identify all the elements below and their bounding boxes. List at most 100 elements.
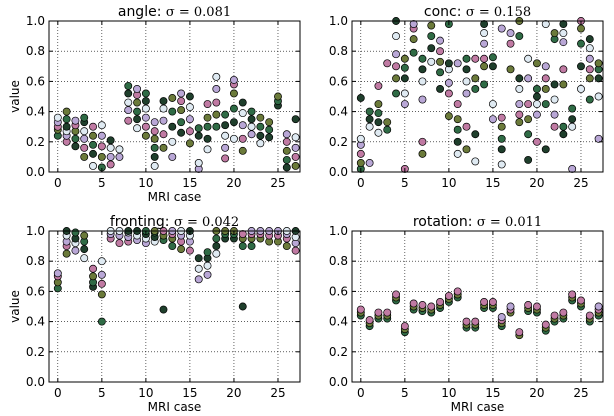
data-point xyxy=(212,242,221,251)
x-tick-label: 15 xyxy=(182,386,197,400)
data-point xyxy=(594,302,603,311)
data-point xyxy=(427,21,436,30)
x-tick-label: 0 xyxy=(54,176,62,190)
data-point xyxy=(282,155,291,164)
data-point xyxy=(462,89,471,98)
data-point xyxy=(133,124,142,133)
data-point xyxy=(115,152,124,161)
data-point xyxy=(141,104,150,113)
x-tick-label: 5 xyxy=(401,386,409,400)
data-point xyxy=(106,143,115,152)
x-tick-label: 5 xyxy=(98,176,106,190)
panel-angle: 0 5 10 15 20 25 0.0 0.2 0.4 0.6 0.8 1.0 angle: σ = 0… xyxy=(8,4,301,204)
data-point xyxy=(89,264,97,273)
data-point xyxy=(159,116,168,125)
data-point xyxy=(559,29,568,38)
panel-title: rotation: σ = 0.011 xyxy=(413,214,542,230)
data-point xyxy=(212,98,221,107)
data-point xyxy=(150,127,159,136)
data-point xyxy=(80,152,89,161)
y-tick-label: 0.4 xyxy=(329,315,348,329)
data-point xyxy=(541,100,550,109)
data-point xyxy=(365,122,374,131)
data-point xyxy=(427,44,436,53)
data-point xyxy=(265,118,274,127)
data-point xyxy=(559,20,568,28)
y-tick-label: 0.2 xyxy=(329,135,348,149)
data-point xyxy=(392,290,400,299)
data-point xyxy=(291,246,300,255)
data-point xyxy=(247,107,256,116)
data-point xyxy=(229,104,238,113)
data-point xyxy=(374,118,383,127)
data-point xyxy=(97,121,106,130)
data-point xyxy=(97,142,106,151)
x-tick-label: 20 xyxy=(529,386,544,400)
data-point xyxy=(594,134,603,143)
data-point xyxy=(497,113,506,122)
data-point xyxy=(453,125,462,134)
data-point xyxy=(238,121,247,130)
x-axis-label: MRI case xyxy=(451,400,505,414)
data-point xyxy=(541,84,550,93)
data-point xyxy=(97,290,106,299)
data-point xyxy=(150,152,159,161)
data-point xyxy=(212,234,221,243)
data-point xyxy=(97,131,106,140)
data-point xyxy=(365,158,374,167)
data-point xyxy=(436,47,445,56)
data-point xyxy=(383,308,392,317)
x-tick-label: 25 xyxy=(270,176,285,190)
data-point xyxy=(106,160,115,169)
x-tick-label: 0 xyxy=(357,176,365,190)
data-point xyxy=(559,122,568,131)
data-point xyxy=(71,116,80,125)
data-point xyxy=(203,113,212,122)
data-point xyxy=(374,81,383,90)
data-point xyxy=(265,125,274,134)
data-point xyxy=(89,149,97,158)
data-point xyxy=(238,302,247,311)
data-point xyxy=(488,100,497,109)
y-tick-label: 0.4 xyxy=(26,105,45,119)
data-point xyxy=(168,137,177,146)
data-point xyxy=(453,287,462,296)
data-point xyxy=(177,89,186,98)
data-point xyxy=(400,89,409,98)
data-point xyxy=(515,328,524,337)
data-point xyxy=(141,113,150,122)
data-point xyxy=(80,254,89,263)
data-point xyxy=(356,134,365,143)
data-point xyxy=(124,116,133,125)
data-point xyxy=(532,137,541,146)
data-point xyxy=(221,131,230,140)
data-point xyxy=(141,97,150,105)
data-point xyxy=(541,145,550,154)
data-point xyxy=(212,72,221,81)
data-point xyxy=(80,113,89,122)
data-point xyxy=(585,74,594,83)
data-point xyxy=(282,163,291,172)
x-tick-label: 15 xyxy=(485,386,500,400)
data-point xyxy=(106,152,115,161)
data-point xyxy=(506,29,515,38)
data-point xyxy=(427,57,436,66)
data-point xyxy=(497,24,506,33)
data-point xyxy=(568,290,577,299)
data-point xyxy=(256,131,265,140)
data-point xyxy=(71,134,80,143)
points-group xyxy=(53,72,300,173)
data-point xyxy=(515,100,524,109)
data-point xyxy=(436,57,445,66)
data-point xyxy=(524,54,533,63)
data-point xyxy=(444,89,453,98)
data-point xyxy=(89,162,97,170)
data-point xyxy=(444,78,453,87)
data-point xyxy=(356,305,365,314)
data-point xyxy=(506,302,515,311)
data-point xyxy=(497,145,506,154)
data-point xyxy=(124,81,133,90)
data-point xyxy=(585,65,594,74)
data-point xyxy=(497,122,506,131)
